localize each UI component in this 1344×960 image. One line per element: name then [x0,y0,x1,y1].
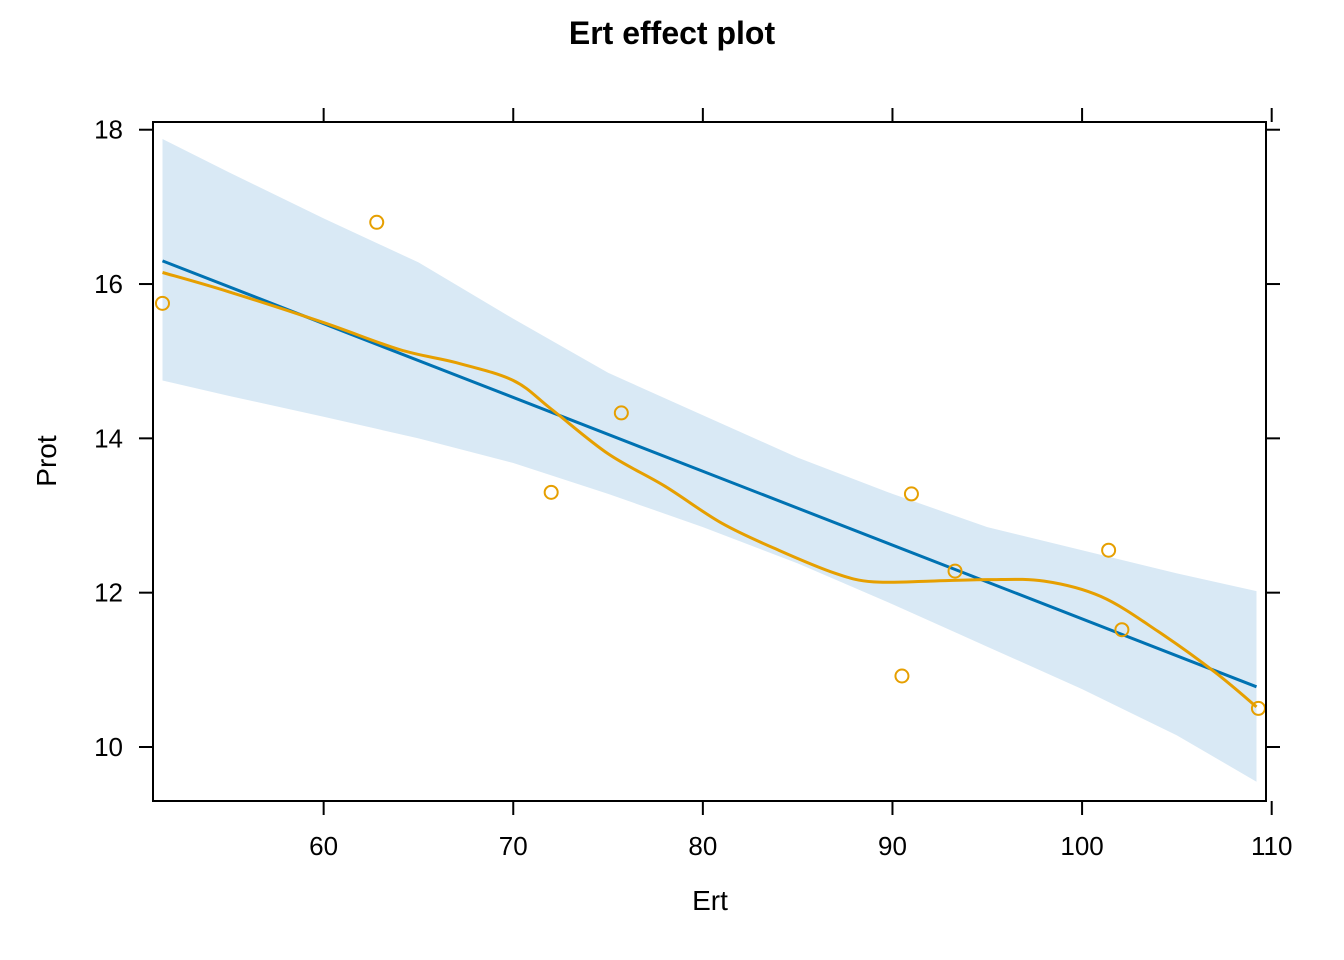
y-axis-label: Prot [31,435,62,487]
data-point [1114,622,1130,638]
y-tick-label: 12 [94,578,123,608]
data-point [613,405,629,421]
data-point [369,214,385,230]
y-tick-label: 14 [94,423,123,453]
data-point [1101,542,1117,558]
data-point [894,668,910,684]
y-tick-label: 10 [94,732,123,762]
y-tick-label: 16 [94,269,123,299]
data-point [1250,700,1266,716]
x-tick-label: 90 [878,831,907,861]
data-point [947,563,963,579]
x-tick-label: 70 [499,831,528,861]
smooth-curve [162,271,1258,709]
x-tick-label: 60 [309,831,338,861]
fit-line [161,259,1258,689]
x-tick-label: 80 [688,831,717,861]
data-point [903,486,919,502]
x-tick-label: 100 [1060,831,1103,861]
x-tick-label: 110 [1251,831,1292,861]
plot-frame [152,121,1267,802]
x-axis-label: Ert [692,885,728,916]
confidence-band [162,139,1257,782]
chart-title: Ert effect plot [569,15,776,51]
data-point [154,295,170,311]
y-tick-label: 18 [94,115,123,145]
data-point [543,484,559,500]
plot-area: 60 70 80 90 100 110 10 12 14 16 18 [94,108,1292,861]
